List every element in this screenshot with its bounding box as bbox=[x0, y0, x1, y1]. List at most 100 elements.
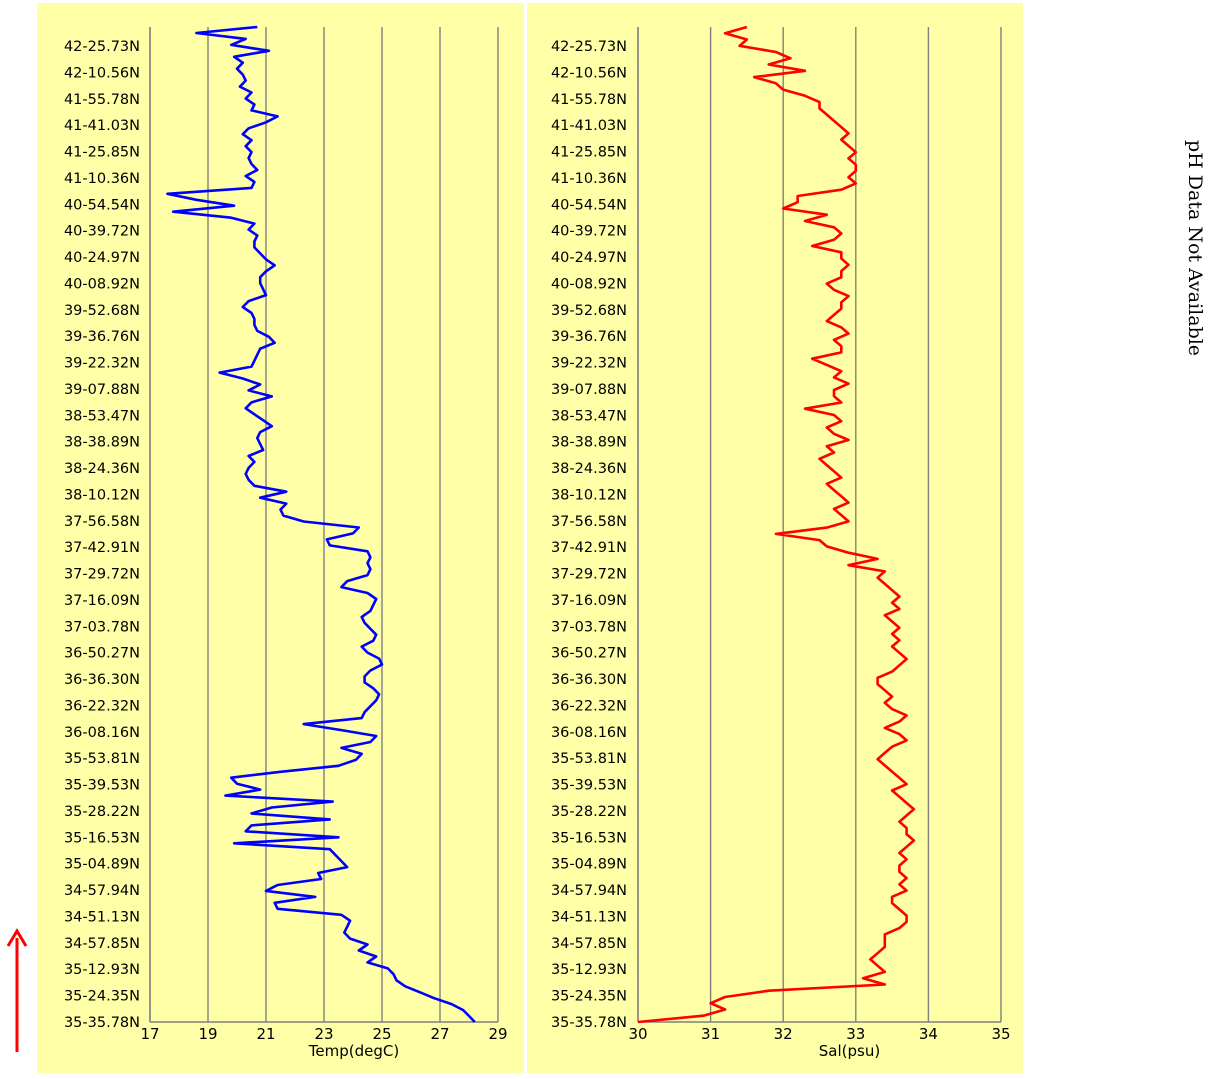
sal-series-line bbox=[637, 25, 916, 1024]
temp-lat-tick-label: 36-36.30N bbox=[64, 672, 140, 688]
sal-lat-tick-label: 42-25.73N bbox=[551, 39, 627, 55]
sal-lat-tick-label: 34-57.94N bbox=[551, 883, 627, 899]
temp-lat-tick-label: 42-10.56N bbox=[64, 65, 140, 81]
temp-lat-tick-label: 39-52.68N bbox=[64, 303, 140, 319]
temp-x-tick-label: 17 bbox=[140, 1025, 159, 1043]
sal-x-tick-label: 30 bbox=[628, 1025, 647, 1043]
sal-axis-title: Sal(psu) bbox=[819, 1042, 880, 1060]
sal-lat-tick-label: 35-28.22N bbox=[551, 804, 627, 820]
temp-lat-tick-label: 37-42.91N bbox=[64, 540, 140, 556]
sal-lat-tick-label: 35-39.53N bbox=[551, 778, 627, 794]
sal-lat-tick-label: 40-54.54N bbox=[551, 197, 627, 213]
sal-lat-tick-label: 35-12.93N bbox=[551, 962, 627, 978]
temp-x-tick-label: 19 bbox=[198, 1025, 217, 1043]
temp-x-tick-label: 21 bbox=[256, 1025, 275, 1043]
sal-lat-tick-label: 34-57.85N bbox=[551, 936, 627, 952]
temp-lat-tick-label: 37-29.72N bbox=[64, 567, 140, 583]
temp-lat-tick-label: 34-57.85N bbox=[64, 936, 140, 952]
temp-lat-tick-label: 35-12.93N bbox=[64, 962, 140, 978]
sal-lat-tick-label: 40-08.92N bbox=[551, 276, 627, 292]
sal-lat-tick-label: 35-16.53N bbox=[551, 830, 627, 846]
temp-lat-tick-label: 34-51.13N bbox=[64, 909, 140, 925]
sal-lat-tick-label: 35-24.35N bbox=[551, 989, 627, 1005]
sal-x-tick-label: 31 bbox=[701, 1025, 720, 1043]
temp-axis-title: Temp(degC) bbox=[308, 1042, 399, 1060]
temp-lat-tick-label: 40-08.92N bbox=[64, 276, 140, 292]
sal-lat-tick-label: 36-08.16N bbox=[551, 725, 627, 741]
sal-x-tick-label: 34 bbox=[919, 1025, 938, 1043]
temp-x-tick-label: 23 bbox=[314, 1025, 333, 1043]
sal-lat-tick-label: 37-29.72N bbox=[551, 567, 627, 583]
temp-lat-tick-label: 35-53.81N bbox=[64, 751, 140, 767]
sal-lat-tick-label: 37-16.09N bbox=[551, 593, 627, 609]
sal-lat-tick-label: 42-10.56N bbox=[551, 65, 627, 81]
temp-lat-tick-label: 38-24.36N bbox=[64, 461, 140, 477]
temp-x-tick-label: 25 bbox=[372, 1025, 391, 1043]
temp-lat-tick-label: 41-25.85N bbox=[64, 145, 140, 161]
temp-lat-tick-label: 39-36.76N bbox=[64, 329, 140, 345]
temp-panel-background bbox=[37, 3, 524, 1073]
temp-lat-tick-label: 37-16.09N bbox=[64, 593, 140, 609]
sal-lat-tick-label: 41-55.78N bbox=[551, 92, 627, 108]
temp-lat-tick-label: 35-28.22N bbox=[64, 804, 140, 820]
temp-lat-tick-label: 38-53.47N bbox=[64, 408, 140, 424]
temp-lat-tick-label: 41-10.36N bbox=[64, 171, 140, 187]
temp-lat-tick-label: 35-04.89N bbox=[64, 857, 140, 873]
temp-lat-tick-label: 38-38.89N bbox=[64, 435, 140, 451]
side-note: pH Data Not Available bbox=[1184, 140, 1206, 356]
sal-lat-tick-label: 41-25.85N bbox=[551, 145, 627, 161]
sal-lat-tick-label: 34-51.13N bbox=[551, 909, 627, 925]
sal-x-tick-label: 33 bbox=[846, 1025, 865, 1043]
sal-lat-tick-label: 41-10.36N bbox=[551, 171, 627, 187]
sal-lat-tick-label: 41-41.03N bbox=[551, 118, 627, 134]
sal-lat-tick-label: 37-42.91N bbox=[551, 540, 627, 556]
sal-lat-tick-label: 40-24.97N bbox=[551, 250, 627, 266]
temp-lat-tick-label: 37-56.58N bbox=[64, 514, 140, 530]
temp-x-tick-label: 29 bbox=[488, 1025, 507, 1043]
sal-chart: 42-25.73N 42-10.56N 41-55.78N 41-41.03N 41-2… bbox=[551, 25, 1011, 1060]
temp-lat-tick-label: 35-35.78N bbox=[64, 1015, 140, 1031]
sal-lat-tick-label: 36-50.27N bbox=[551, 646, 627, 662]
temp-lat-tick-label: 41-55.78N bbox=[64, 92, 140, 108]
temp-lat-tick-label: 35-16.53N bbox=[64, 830, 140, 846]
temp-series-line bbox=[166, 25, 476, 1023]
sal-lat-tick-label: 38-10.12N bbox=[551, 487, 627, 503]
temp-lat-tick-label: 40-54.54N bbox=[64, 197, 140, 213]
temp-lat-tick-label: 36-22.32N bbox=[64, 698, 140, 714]
temp-lat-tick-label: 36-08.16N bbox=[64, 725, 140, 741]
sal-lat-tick-label: 39-22.32N bbox=[551, 356, 627, 372]
temp-lat-tick-label: 39-22.32N bbox=[64, 356, 140, 372]
sal-lat-tick-label: 35-53.81N bbox=[551, 751, 627, 767]
sal-lat-tick-label: 35-35.78N bbox=[551, 1015, 627, 1031]
direction-arrow bbox=[6, 928, 28, 1052]
sal-lat-tick-label: 36-36.30N bbox=[551, 672, 627, 688]
sal-lat-tick-label: 39-36.76N bbox=[551, 329, 627, 345]
temp-lat-tick-label: 40-24.97N bbox=[64, 250, 140, 266]
temp-lat-tick-label: 39-07.88N bbox=[64, 382, 140, 398]
temp-lat-tick-label: 38-10.12N bbox=[64, 487, 140, 503]
temp-lat-tick-label: 40-39.72N bbox=[64, 224, 140, 240]
sal-lat-tick-label: 38-24.36N bbox=[551, 461, 627, 477]
sal-x-tick-label: 35 bbox=[991, 1025, 1010, 1043]
sal-x-tick-label: 32 bbox=[774, 1025, 793, 1043]
sal-lat-tick-label: 40-39.72N bbox=[551, 224, 627, 240]
sal-lat-tick-label: 38-53.47N bbox=[551, 408, 627, 424]
sal-lat-tick-label: 38-38.89N bbox=[551, 435, 627, 451]
temp-x-tick-label: 27 bbox=[430, 1025, 449, 1043]
temp-lat-tick-label: 42-25.73N bbox=[64, 39, 140, 55]
sal-panel-background bbox=[527, 3, 1023, 1073]
temp-lat-tick-label: 36-50.27N bbox=[64, 646, 140, 662]
sal-lat-tick-label: 36-22.32N bbox=[551, 698, 627, 714]
sal-lat-tick-label: 39-52.68N bbox=[551, 303, 627, 319]
temp-chart: 42-25.73N 42-10.56N 41-55.78N 41-41.03N 41-2… bbox=[64, 25, 508, 1060]
temp-lat-tick-label: 37-03.78N bbox=[64, 619, 140, 635]
temp-lat-tick-label: 35-39.53N bbox=[64, 778, 140, 794]
temp-lat-tick-label: 41-41.03N bbox=[64, 118, 140, 134]
temp-lat-tick-label: 34-57.94N bbox=[64, 883, 140, 899]
temp-lat-tick-label: 35-24.35N bbox=[64, 989, 140, 1005]
sal-lat-tick-label: 35-04.89N bbox=[551, 857, 627, 873]
sal-lat-tick-label: 39-07.88N bbox=[551, 382, 627, 398]
sal-lat-tick-label: 37-03.78N bbox=[551, 619, 627, 635]
sal-lat-tick-label: 37-56.58N bbox=[551, 514, 627, 530]
